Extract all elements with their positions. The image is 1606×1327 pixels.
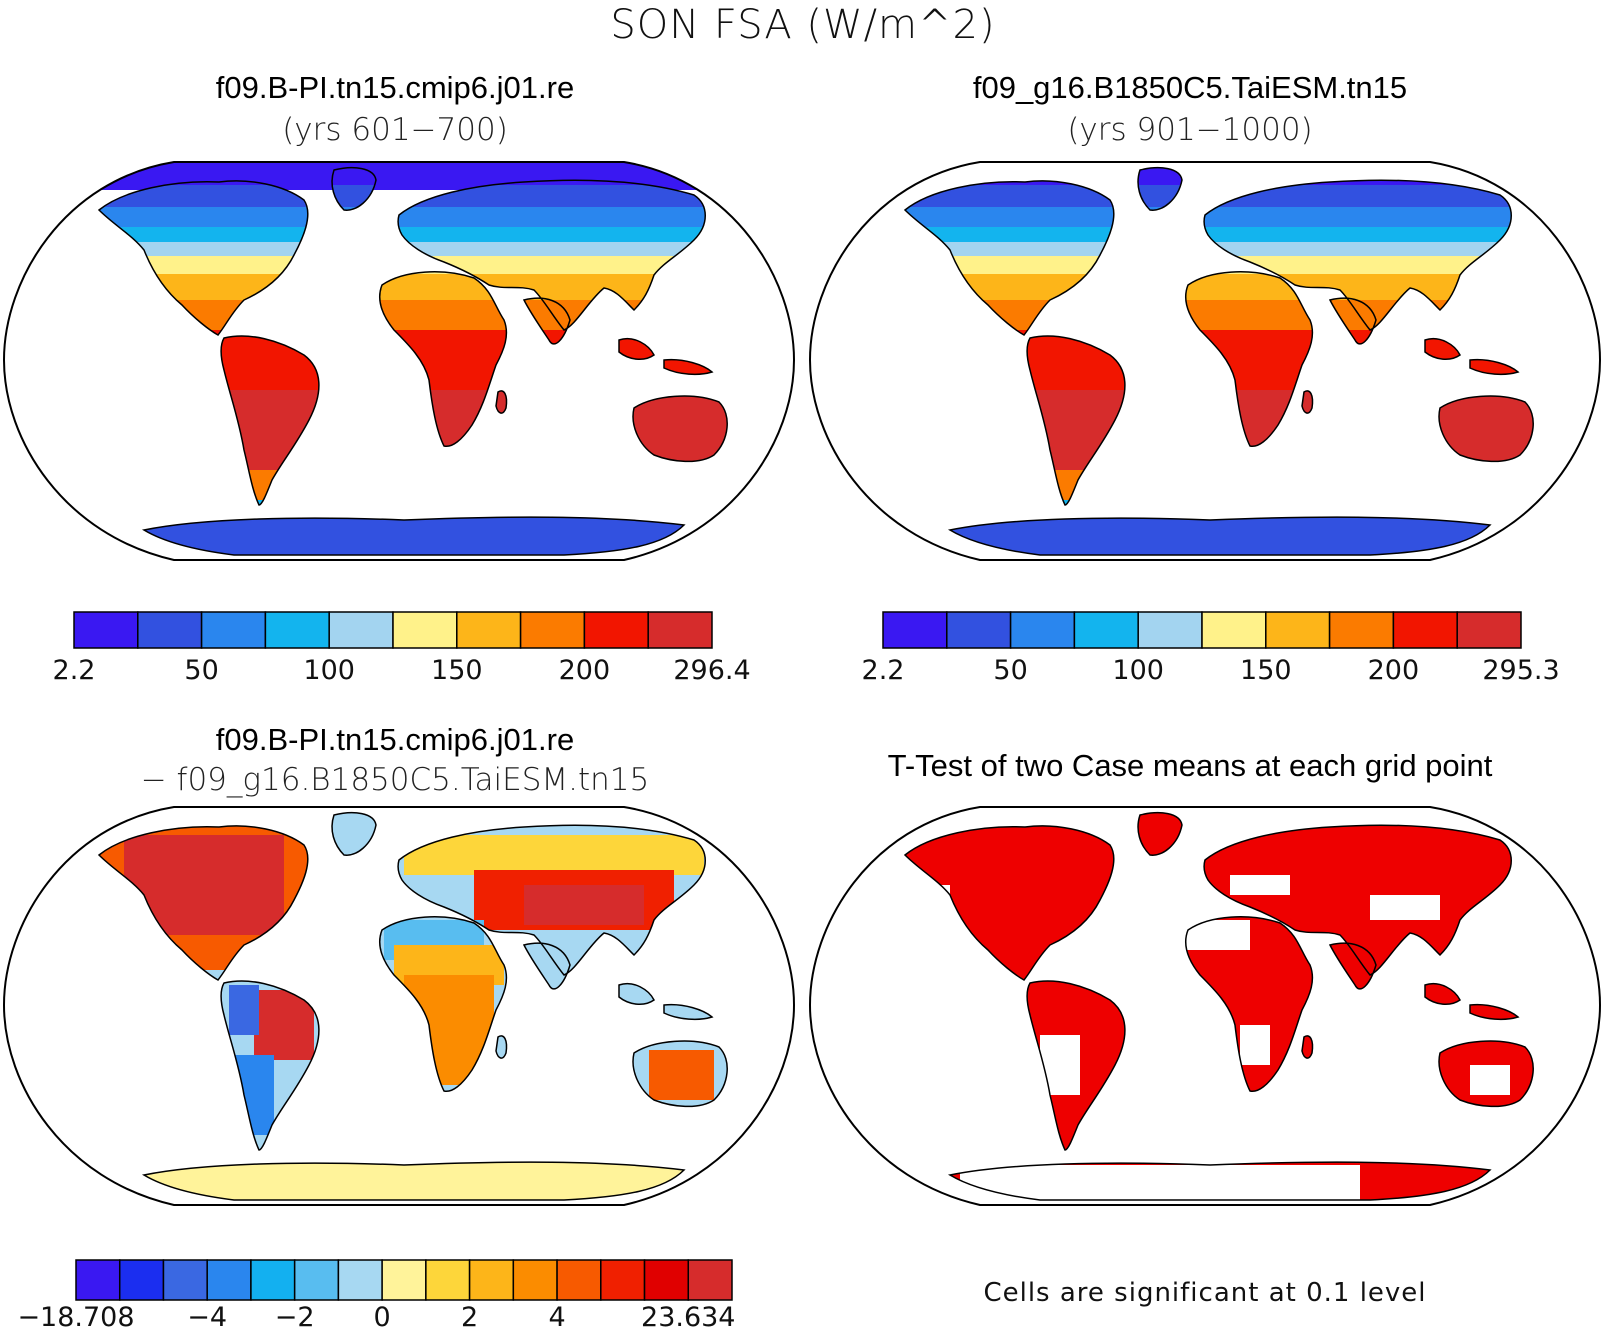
colorbar-case1: 2.2 50 100 150 200 296.4 (53, 611, 751, 686)
cb3-tick-label: 2 (461, 1302, 478, 1327)
cb2-tick-label: 295.3 (1482, 655, 1559, 686)
cb3-swatch-12 (600, 1259, 646, 1301)
colorbar-difference: −18.708 −4 −2 0 2 4 23.634 (17, 1259, 736, 1327)
cb1-tick-label: 200 (559, 655, 611, 686)
cb1-tick-label: 296.4 (673, 655, 750, 686)
cb3-swatch-9 (468, 1259, 515, 1301)
map-frame-4 (808, 806, 1602, 1206)
panel2-title: f09_g16.B1850C5.TaiESM.tn15 (972, 70, 1408, 105)
cb1-tick-label: 150 (431, 655, 483, 686)
cb1-tick-label: 2.2 (53, 655, 96, 686)
map-panel-2 (808, 155, 1602, 562)
significance-field (810, 800, 1600, 1210)
cb2-tick-label: 100 (1112, 655, 1164, 686)
cb3-swatch-14 (687, 1259, 733, 1301)
panel2-subtitle: (yrs 901−1000) (1067, 112, 1313, 148)
figure-title: SON FSA (W/m^2) (610, 2, 996, 48)
cb2-swatch-4 (1137, 611, 1203, 649)
cb2-swatch-5 (1201, 611, 1267, 649)
cb2-swatch-3 (1073, 611, 1139, 649)
cb1-swatch-1 (137, 611, 203, 649)
panel3-title: f09.B-PI.tn15.cmip6.j01.re (215, 722, 575, 757)
cb1-tick-label: 50 (184, 655, 218, 686)
significance-footnote: Cells are significant at 0.1 level (983, 1278, 1427, 1308)
cb3-tick-label: −4 (187, 1302, 227, 1327)
cb1-swatch-8 (583, 611, 649, 649)
panel1-subtitle: (yrs 601−700) (282, 112, 508, 148)
fsa-difference-field (4, 800, 794, 1210)
cb1-swatch-0 (73, 611, 139, 649)
cb3-tick-label: −18.708 (17, 1302, 134, 1327)
cb3-swatch-13 (643, 1259, 690, 1301)
cb3-tick-label: 23.634 (641, 1302, 735, 1327)
cb2-swatch-1 (946, 611, 1012, 649)
map-frame-2 (808, 161, 1602, 561)
cb2-swatch-2 (1009, 611, 1076, 649)
panel4-title: T-Test of two Case means at each grid po… (887, 748, 1493, 783)
cb2-tick-label: 150 (1240, 655, 1292, 686)
cb3-swatch-5 (293, 1259, 340, 1301)
cb3-tick-label: −2 (275, 1302, 315, 1327)
map-frame-3 (2, 806, 796, 1206)
cb2-tick-label: 50 (993, 655, 1027, 686)
cb3-swatch-4 (250, 1259, 296, 1301)
cb2-tick-label: 200 (1368, 655, 1420, 686)
cb1-swatch-7 (519, 611, 586, 649)
cb3-swatch-1 (118, 1259, 165, 1301)
cb1-tick-label: 100 (303, 655, 355, 686)
cb3-swatch-2 (162, 1259, 208, 1301)
panel3-subtitle: − f09_g16.B1850C5.TaiESM.tn15 (140, 762, 650, 798)
cb3-swatch-3 (206, 1259, 252, 1301)
map-panel-3 (2, 800, 796, 1210)
panel1-title: f09.B-PI.tn15.cmip6.j01.re (215, 70, 575, 105)
cb1-swatch-2 (200, 611, 267, 649)
cb1-swatch-5 (392, 611, 458, 649)
map-panel-4 (808, 800, 1602, 1210)
cb2-swatch-7 (1328, 611, 1395, 649)
map-panel-1 (2, 161, 796, 561)
cb2-swatch-8 (1392, 611, 1458, 649)
cb3-swatch-10 (512, 1259, 558, 1301)
cb3-swatch-8 (425, 1259, 471, 1301)
cb1-swatch-4 (328, 611, 394, 649)
cb3-swatch-11 (556, 1259, 602, 1301)
cb2-swatch-9 (1456, 611, 1522, 649)
cb1-swatch-3 (264, 611, 330, 649)
cb3-tick-label: 0 (374, 1302, 391, 1327)
cb3-swatch-7 (381, 1259, 427, 1301)
cb2-tick-label: 2.2 (862, 655, 905, 686)
cb3-swatch-6 (337, 1259, 383, 1301)
fsa-field-case2 (810, 155, 1600, 562)
map-frame-1 (2, 161, 796, 561)
cb1-swatch-9 (647, 611, 713, 649)
cb2-swatch-6 (1265, 611, 1331, 649)
cb3-tick-label: 4 (548, 1302, 565, 1327)
cb2-swatch-0 (882, 611, 948, 649)
cb3-swatch-0 (75, 1259, 121, 1301)
fsa-field-case1 (4, 162, 794, 560)
colorbar-case2: 2.2 50 100 150 200 295.3 (862, 611, 1560, 686)
cb1-swatch-6 (456, 611, 522, 649)
